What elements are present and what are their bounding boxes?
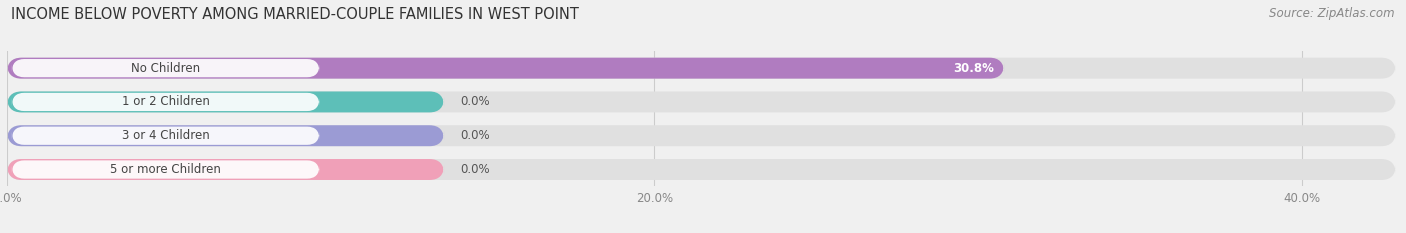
FancyBboxPatch shape <box>11 59 319 77</box>
FancyBboxPatch shape <box>7 125 444 146</box>
FancyBboxPatch shape <box>11 93 319 111</box>
Text: INCOME BELOW POVERTY AMONG MARRIED-COUPLE FAMILIES IN WEST POINT: INCOME BELOW POVERTY AMONG MARRIED-COUPL… <box>11 7 579 22</box>
FancyBboxPatch shape <box>7 159 1396 180</box>
FancyBboxPatch shape <box>7 58 1396 79</box>
FancyBboxPatch shape <box>7 92 1396 112</box>
FancyBboxPatch shape <box>11 127 319 145</box>
Text: 30.8%: 30.8% <box>953 62 994 75</box>
Text: No Children: No Children <box>131 62 200 75</box>
Text: 1 or 2 Children: 1 or 2 Children <box>122 96 209 108</box>
FancyBboxPatch shape <box>7 58 1004 79</box>
Text: 0.0%: 0.0% <box>460 96 489 108</box>
Text: 5 or more Children: 5 or more Children <box>110 163 221 176</box>
FancyBboxPatch shape <box>7 92 444 112</box>
FancyBboxPatch shape <box>7 125 1396 146</box>
Text: Source: ZipAtlas.com: Source: ZipAtlas.com <box>1270 7 1395 20</box>
FancyBboxPatch shape <box>7 159 444 180</box>
Text: 0.0%: 0.0% <box>460 163 489 176</box>
Text: 0.0%: 0.0% <box>460 129 489 142</box>
Text: 3 or 4 Children: 3 or 4 Children <box>122 129 209 142</box>
FancyBboxPatch shape <box>11 160 319 179</box>
